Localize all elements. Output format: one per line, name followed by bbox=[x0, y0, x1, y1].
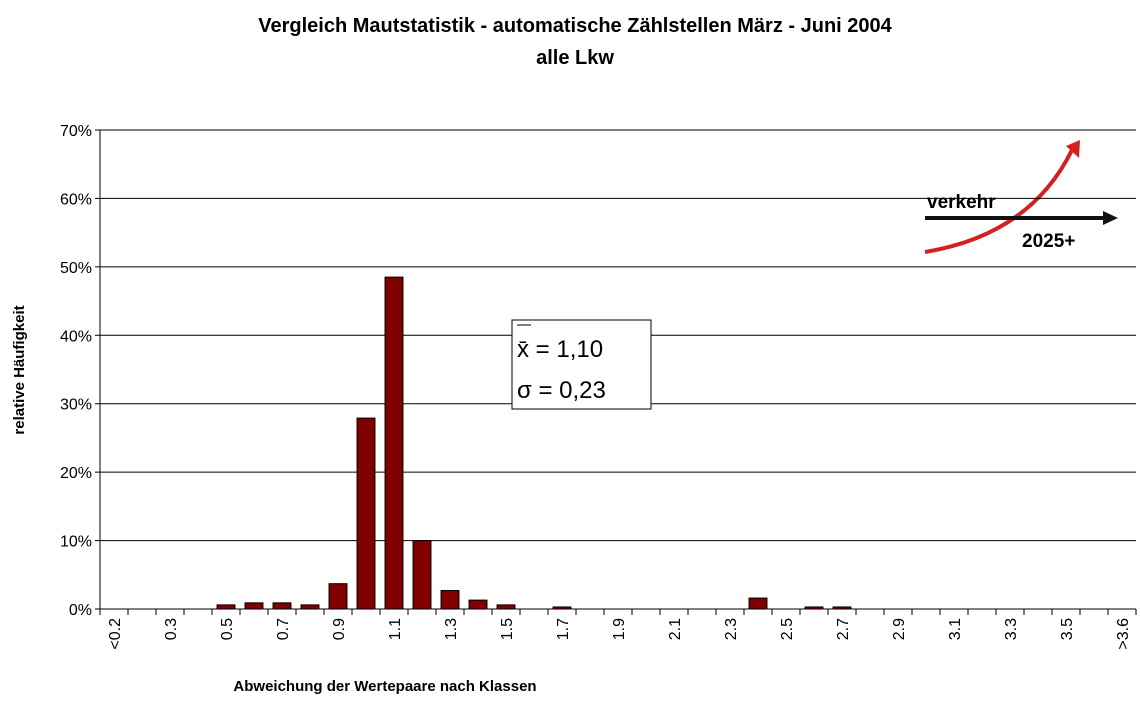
x-tick-label: 3.5 bbox=[1059, 618, 1076, 640]
bar bbox=[384, 276, 404, 610]
x-tick-label: 1.3 bbox=[443, 618, 460, 640]
bar bbox=[300, 604, 320, 610]
annotation: x̄ = 1,10 bbox=[517, 336, 603, 363]
x-tick-label: 2.1 bbox=[667, 618, 684, 640]
x-tick-label: 0.5 bbox=[219, 618, 236, 640]
logo-text: verkehr bbox=[927, 192, 996, 213]
x-tick-label: 1.7 bbox=[555, 618, 572, 640]
bar bbox=[356, 417, 376, 610]
y-tick-label: 70% bbox=[60, 123, 92, 140]
bar bbox=[244, 602, 264, 610]
logo: verkehr 2025+ bbox=[924, 140, 1118, 254]
logo-arrowhead bbox=[1103, 211, 1118, 225]
y-tick-label: 20% bbox=[60, 465, 92, 482]
bar bbox=[272, 602, 292, 610]
x-tick-label: 0.9 bbox=[331, 618, 348, 640]
annotation-box bbox=[511, 319, 652, 410]
logo-arrowhead bbox=[1066, 140, 1080, 158]
x-tick-label: 0.7 bbox=[275, 618, 292, 640]
x-tick-label: 3.1 bbox=[947, 618, 964, 640]
bar bbox=[328, 583, 348, 610]
x-tick-label: <0.2 bbox=[107, 618, 124, 650]
x-tick-label: 1.5 bbox=[499, 618, 516, 640]
x-tick-label: 3.3 bbox=[1003, 618, 1020, 640]
chart-subtitle: alle Lkw bbox=[536, 47, 614, 69]
y-tick-label: 10% bbox=[60, 534, 92, 551]
logo-text: 2025+ bbox=[1022, 231, 1075, 252]
bar bbox=[748, 597, 768, 610]
x-tick-label: 1.1 bbox=[387, 618, 404, 640]
x-tick-label: 2.7 bbox=[835, 618, 852, 640]
x-tick-label: >3.6 bbox=[1115, 618, 1132, 650]
bar bbox=[468, 599, 488, 610]
bar bbox=[216, 604, 236, 610]
y-tick-label: 50% bbox=[60, 260, 92, 277]
y-tick-label: 40% bbox=[60, 328, 92, 345]
x-tick-label: 1.9 bbox=[611, 618, 628, 640]
bar bbox=[440, 590, 460, 610]
bar bbox=[412, 540, 432, 610]
y-tick-label: 0% bbox=[69, 602, 92, 619]
x-tick-label: 2.9 bbox=[891, 618, 908, 640]
bar bbox=[496, 604, 516, 610]
y-tick-label: 60% bbox=[60, 191, 92, 208]
y-tick-label: 30% bbox=[60, 397, 92, 414]
x-tick-label: 2.3 bbox=[723, 618, 740, 640]
chart-title: Vergleich Mautstatistik - automatische Z… bbox=[258, 15, 892, 37]
x-tick-label: 0.3 bbox=[163, 618, 180, 640]
y-axis-title: relative Häufigkeit bbox=[11, 305, 28, 434]
x-axis-title: Abweichung der Wertepaare nach Klassen bbox=[233, 678, 536, 695]
annotation: σ = 0,23 bbox=[517, 377, 606, 404]
x-tick-label: 2.5 bbox=[779, 618, 796, 640]
